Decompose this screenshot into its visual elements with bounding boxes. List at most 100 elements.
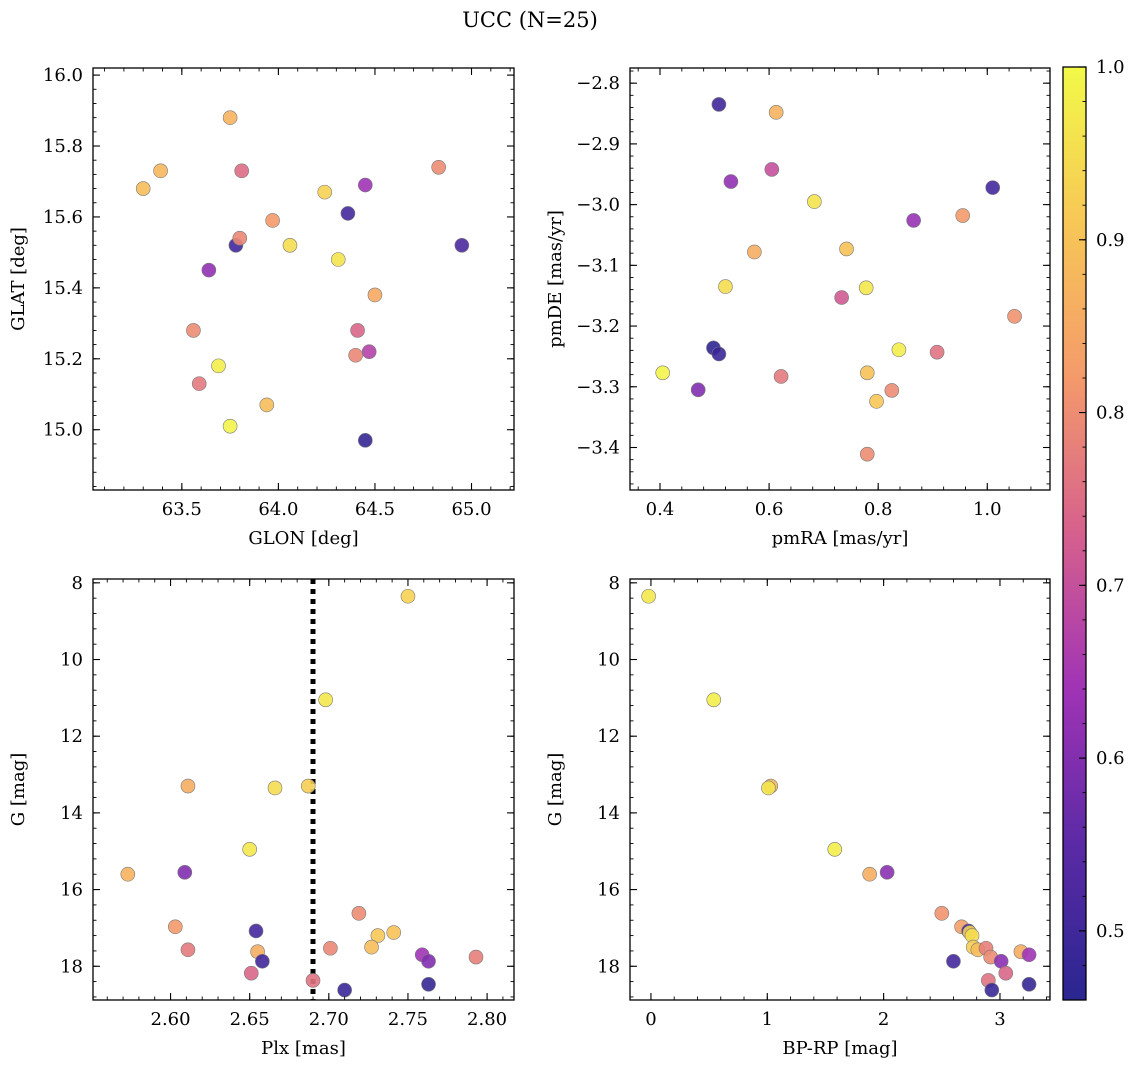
scatter-point [153, 163, 168, 179]
x-axis-label: Plx [mas] [261, 1038, 346, 1059]
y-tick-label: 12 [597, 726, 620, 747]
y-tick-label: 14 [597, 803, 620, 824]
scatter-point [834, 290, 849, 305]
ticks [93, 579, 514, 1000]
ticks [630, 579, 1050, 1000]
scatter-point [180, 942, 196, 958]
x-tick-label: 63.5 [162, 499, 202, 520]
y-tick-label: −3.0 [576, 195, 620, 216]
scatter-point [641, 588, 656, 604]
x-tick-label: 64.5 [355, 499, 395, 520]
scatter-point [364, 939, 379, 955]
scatter-point [243, 965, 259, 981]
points [120, 588, 484, 998]
scatter-point [386, 925, 402, 940]
scatter-point [259, 397, 275, 413]
scatter-point [186, 323, 201, 338]
axes-frame [92, 67, 515, 491]
scatter-point [761, 780, 776, 796]
panel-2: 0.4 0.6 0.8 1.0 −3.4 −3.3 −3.2 −3.1 −3.0 −2.9 −2.8… [545, 67, 1051, 549]
scatter-point [265, 213, 280, 228]
axes-frame [629, 578, 1051, 1001]
x-tick-label: 2.65 [230, 1009, 270, 1030]
y-tick-label: 16 [60, 880, 83, 901]
scatter-point [1007, 309, 1022, 324]
colorbar-tick-label: 0.8 [1096, 403, 1125, 424]
colorbar-tick-label: 1.0 [1096, 57, 1125, 78]
points [655, 97, 1022, 462]
scatter-point [723, 174, 739, 189]
x-tick-label: 1.0 [973, 499, 1002, 520]
y-tick-label: 15.4 [43, 278, 83, 299]
ticks [93, 68, 514, 490]
scatter-point [884, 383, 900, 398]
x-tick-label: 2.80 [467, 1009, 507, 1030]
scatter-point [211, 358, 226, 374]
scatter-point [357, 433, 373, 448]
scatter-point [248, 923, 264, 939]
scatter-point [879, 865, 895, 880]
scatter-point [768, 105, 784, 120]
scatter-point [454, 238, 470, 253]
scatter-point [764, 162, 780, 177]
scatter-point [869, 394, 884, 409]
x-tick-label: 2.70 [309, 1009, 349, 1030]
scatter-point [655, 365, 671, 381]
x-tick-label: 2.75 [388, 1009, 428, 1030]
x-tick-label: 0.6 [755, 499, 784, 520]
points [135, 110, 470, 448]
x-tick-label: 0.8 [864, 499, 893, 520]
scatter-point [267, 780, 283, 796]
scatter-point [827, 842, 843, 857]
scatter-point [862, 866, 877, 882]
y-tick-label: 15.8 [43, 136, 83, 157]
scatter-point [317, 184, 333, 200]
figure-title: UCC (N=25) [462, 8, 598, 32]
scatter-point [711, 346, 727, 362]
scatter-point [711, 97, 727, 112]
scatter-point [234, 163, 250, 179]
y-tick-label: 15.6 [43, 207, 83, 228]
y-tick-label: 10 [60, 650, 83, 671]
y-axis-label: GLAT [deg] [8, 227, 29, 331]
scatter-point [858, 280, 874, 296]
scatter-point [255, 953, 270, 969]
scatter-point [222, 110, 238, 125]
y-tick-label: 15.0 [43, 420, 83, 441]
scatter-point [773, 369, 789, 384]
y-axis-label: G [mag] [545, 753, 566, 826]
y-tick-label: 16 [597, 880, 620, 901]
colorbar-gradient [1063, 67, 1086, 1000]
x-tick-label: 0 [645, 1009, 656, 1030]
x-tick-label: 2 [878, 1009, 889, 1030]
scatter-point [282, 238, 298, 253]
scatter-point [718, 279, 733, 294]
scatter-point [340, 206, 356, 221]
scatter-point [232, 230, 248, 246]
colorbar-tick-label: 0.7 [1096, 575, 1125, 596]
y-tick-label: 18 [597, 956, 620, 977]
scatter-point [305, 973, 321, 988]
scatter-point [929, 344, 945, 360]
scatter-point [998, 965, 1014, 981]
scatter-point [955, 208, 971, 223]
y-axis-label: pmDE [mas/yr] [545, 210, 566, 348]
scatter-point [839, 241, 854, 257]
scatter-point [357, 177, 373, 193]
scatter-point [1021, 947, 1037, 963]
scatter-point [421, 976, 436, 992]
panels: 63.5 64.0 64.5 65.0 15.0 15.2 15.4 15.6 15.8 16.0… [8, 65, 1051, 1059]
y-tick-label: 8 [72, 573, 83, 594]
scatter-point [350, 323, 365, 338]
scatter-point [242, 842, 257, 857]
scatter-point [330, 252, 346, 267]
x-tick-label: 1 [762, 1009, 773, 1030]
colorbar-tick-label: 0.9 [1096, 230, 1125, 251]
scatter-point [300, 778, 316, 794]
panel-1: 63.5 64.0 64.5 65.0 15.0 15.2 15.4 15.6 15.8 16.0… [8, 65, 515, 549]
scatter-point [468, 949, 484, 965]
scatter-point [400, 588, 416, 604]
colorbar-frame [1062, 66, 1087, 1001]
scatter-point [906, 213, 921, 228]
